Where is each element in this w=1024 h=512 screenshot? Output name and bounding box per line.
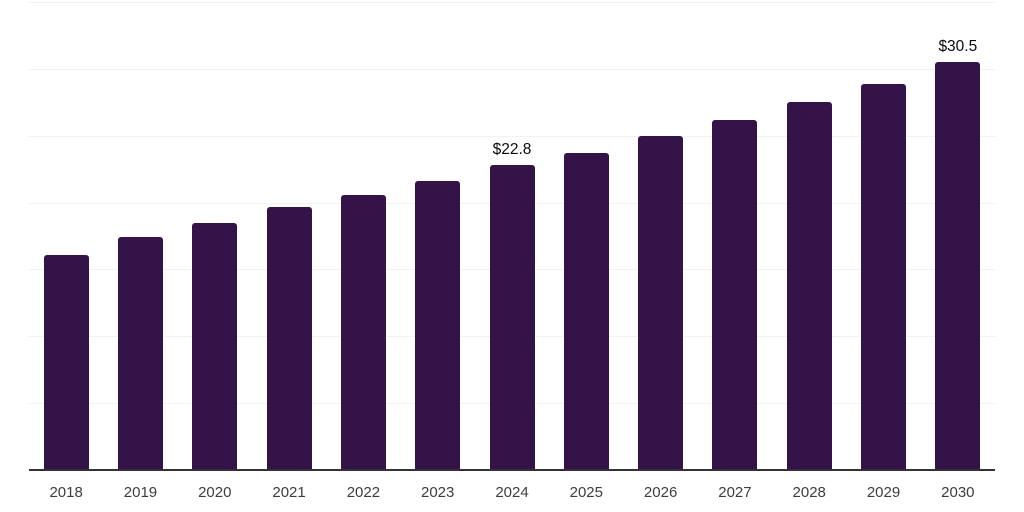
bar-2023: [415, 181, 461, 470]
x-tick-2030: 2030: [941, 484, 975, 501]
x-tick-2018: 2018: [49, 484, 83, 501]
x-tick-2021: 2021: [272, 484, 306, 501]
gridline-30: [29, 68, 995, 70]
bar-2029: [861, 83, 907, 470]
x-tick-2019: 2019: [123, 484, 158, 501]
value-label-2024: $22.8: [492, 141, 532, 159]
bar-2022: [340, 194, 386, 470]
bar-2018: [43, 254, 89, 470]
x-tick-2029: 2029: [866, 484, 901, 501]
bar-2025: [563, 153, 609, 470]
bar-2027: [712, 119, 758, 470]
bar-2020: [192, 222, 238, 470]
bar-2019: [117, 237, 163, 470]
gridline-35: [29, 2, 995, 3]
bar-2021: [266, 206, 312, 470]
x-tick-2025: 2025: [569, 484, 603, 501]
bar-2030: [935, 62, 981, 470]
x-tick-2027: 2027: [718, 484, 752, 501]
bar-2028: [786, 102, 832, 470]
x-tick-2024: 2024: [495, 484, 529, 501]
bar-2024: [489, 165, 535, 470]
x-axis-line: [29, 469, 995, 471]
value-label-2030: $30.5: [938, 38, 978, 56]
x-tick-2022: 2022: [346, 484, 381, 501]
x-tick-2028: 2028: [792, 484, 826, 501]
x-tick-2020: 2020: [198, 484, 232, 501]
x-tick-2023: 2023: [421, 484, 455, 501]
bar-2026: [638, 135, 684, 470]
x-tick-2026: 2026: [643, 484, 678, 501]
gridline-25: [29, 135, 995, 137]
